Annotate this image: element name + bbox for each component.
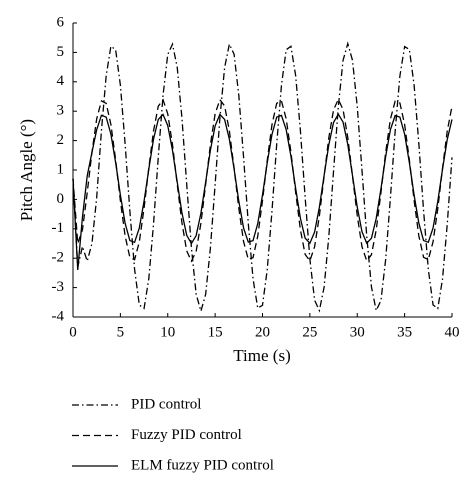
y-tick-label: -3 [52, 279, 65, 295]
y-tick-label: -2 [52, 250, 65, 266]
series-line [72, 97, 453, 263]
y-tick-label: 6 [57, 14, 65, 30]
y-tick-label: 0 [57, 191, 65, 207]
y-tick-label: 5 [57, 44, 65, 60]
x-tick-label: 25 [302, 324, 317, 340]
x-tick-label: 15 [208, 324, 223, 340]
legend-label: PID control [131, 396, 201, 412]
x-tick-label: 30 [350, 324, 365, 340]
x-tick-label: 40 [445, 324, 460, 340]
y-tick-label: -1 [52, 220, 65, 236]
x-tick-label: 20 [255, 324, 270, 340]
series-line [72, 41, 453, 314]
x-tick-label: 35 [397, 324, 412, 340]
x-tick-label: 10 [160, 324, 175, 340]
y-tick-label: -4 [52, 308, 65, 324]
series-line [72, 112, 453, 271]
y-axis-label: Pitch Angle (°) [17, 119, 36, 221]
y-tick-label: 1 [57, 161, 65, 177]
x-tick-label: 5 [117, 324, 125, 340]
legend-label: ELM fuzzy PID control [131, 457, 274, 473]
y-tick-label: 2 [57, 132, 65, 148]
legend-label: Fuzzy PID control [131, 427, 242, 443]
y-tick-label: 4 [57, 73, 65, 89]
y-tick-label: 3 [57, 103, 65, 119]
x-tick-label: 0 [69, 324, 77, 340]
x-axis-label: Time (s) [233, 346, 290, 365]
